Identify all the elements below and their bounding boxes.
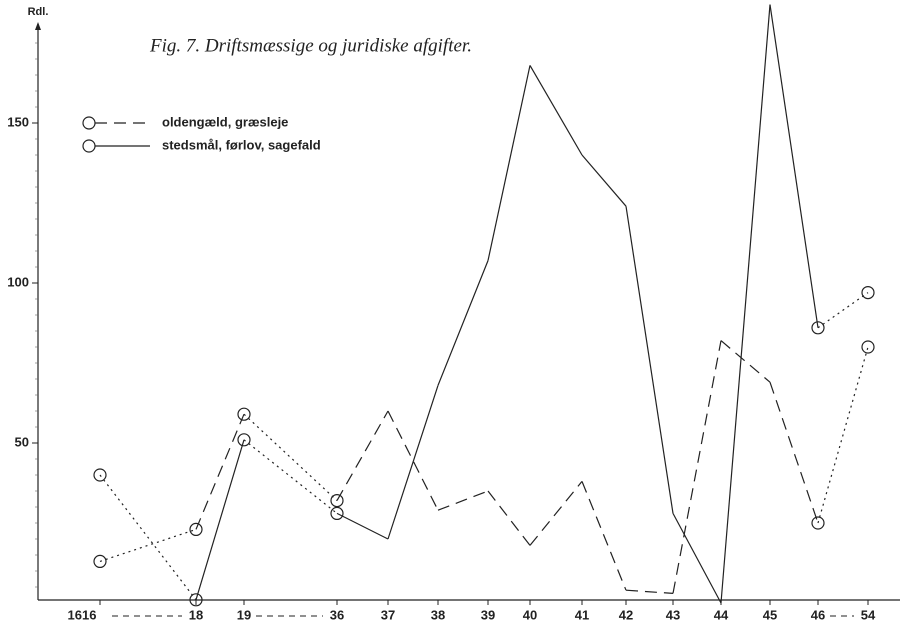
legend-label: stedsmål, førlov, sagefald [162, 137, 321, 152]
line-segment [387, 385, 439, 540]
x-tick-label: 54 [861, 607, 876, 622]
line-segment [487, 65, 531, 261]
x-tick-label: 45 [763, 607, 777, 622]
x-tick-label: 1616 [68, 607, 97, 622]
point-marker [93, 468, 107, 482]
x-tick-label: 18 [189, 607, 203, 622]
point-marker [189, 593, 203, 607]
y-tick-label: 50 [15, 434, 29, 449]
point-marker [237, 433, 251, 447]
line-segment [581, 481, 627, 591]
x-tick-label: 19 [237, 607, 251, 622]
point-marker [861, 340, 875, 354]
line-segment [672, 340, 722, 594]
y-axis-label: Rdl. [28, 6, 49, 18]
point-marker [237, 407, 251, 421]
x-tick-label: 36 [330, 607, 344, 622]
line-segment [769, 4, 819, 328]
point-marker [861, 286, 875, 300]
x-tick-label: 39 [481, 607, 495, 622]
line-segment [817, 346, 869, 524]
point-marker [811, 321, 825, 335]
line-segment [720, 4, 771, 604]
point-marker [93, 554, 107, 569]
line-segment [625, 589, 674, 594]
y-tick-label: 100 [7, 274, 29, 289]
line-segment [437, 490, 489, 511]
line-segment [99, 528, 197, 562]
line-segment [243, 439, 338, 514]
point-marker [330, 506, 344, 521]
line-segment [195, 413, 245, 530]
x-tick-label: 43 [666, 607, 680, 622]
line-segment [581, 154, 627, 207]
point-marker [189, 522, 203, 537]
line-segment [437, 260, 489, 386]
line-segment [529, 481, 583, 546]
point-marker [811, 516, 825, 530]
line-segment [336, 410, 389, 501]
x-tick-label: 38 [431, 607, 445, 622]
x-tick-label: 37 [381, 607, 395, 622]
x-tick-label: 46 [811, 607, 825, 622]
line-segment [769, 382, 819, 524]
line-segment [817, 292, 869, 329]
x-tick-label: 40 [523, 607, 537, 622]
point-marker [330, 494, 344, 508]
line-segment [720, 340, 771, 383]
line-segment [336, 512, 389, 540]
line-segment [672, 513, 722, 604]
x-tick-label: 42 [619, 607, 633, 622]
y-tick-label: 150 [7, 114, 29, 129]
legend-label: oldengæld, græsleje [162, 114, 288, 129]
chart-title: Fig. 7. Driftsmæssige og juridiske afgif… [149, 35, 472, 56]
line-segment [195, 439, 245, 600]
x-tick-label: 44 [714, 607, 729, 622]
line-segment [487, 490, 531, 546]
line-segment [529, 65, 583, 156]
line-segment [99, 474, 197, 601]
line-segment [625, 206, 674, 514]
legend: oldengæld, græsleje stedsmål, førlov, sag… [82, 114, 321, 153]
y-axis-arrow [35, 22, 41, 30]
x-tick-label: 41 [575, 607, 589, 622]
